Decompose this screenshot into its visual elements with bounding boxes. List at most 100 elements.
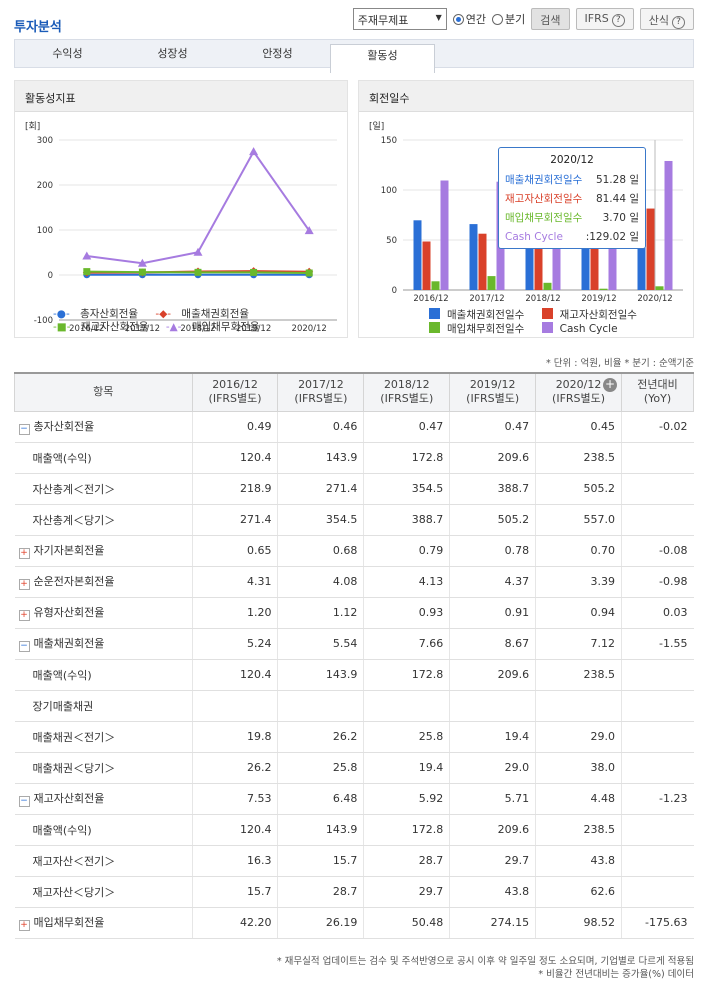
collapse-icon[interactable]: − [18,641,30,652]
row-label-cell[interactable]: − 매출채권회전율 [14,628,193,660]
expand-icon[interactable]: + [18,920,30,931]
row-label-cell[interactable]: + 유형자산회전율 [14,597,193,629]
yoy-cell: 0.03 [620,597,694,629]
value-cell: 557.0 [535,504,622,536]
legend-item[interactable]: 재고자산회전일수 [541,308,644,321]
value-cell [535,690,622,722]
expand-icon[interactable]: + [18,579,30,590]
value-cell: 1.12 [277,597,364,629]
legend-label: 매입채무회전일수 [447,323,525,335]
value-cell: 26.2 [191,752,278,784]
tab-activity[interactable]: 활동성 [330,44,435,73]
tooltip-label: 매입채무회전일수 [505,212,583,224]
legend-marker-triangle: -▲- [165,321,182,333]
radio-annual-dot[interactable] [452,13,464,25]
row-label-cell[interactable]: + 매입채무회전율 [14,907,193,939]
row-label-cell[interactable]: + 자기자본회전율 [14,535,193,567]
value-cell: 43.8 [449,876,536,908]
search-button[interactable]: 검색 [531,8,570,30]
value-cell: 143.9 [277,659,364,691]
radio-annual[interactable]: 연간 [452,11,487,27]
row-label-cell[interactable]: − 재고자산회전율 [14,783,193,815]
row-label: 재고자산회전율 [33,792,105,805]
row-label: 매출액(수익) [32,451,92,465]
row-label: 장기매출채권 [32,699,94,713]
legend-label: 매출채권회전일수 [447,309,525,321]
value-cell: 0.68 [277,535,364,567]
series-line [86,149,311,265]
row-label-cell[interactable]: + 순운전자본회전율 [14,566,193,598]
bar [543,282,552,290]
legend-item[interactable]: 매입채무회전일수 [429,322,531,335]
legend-swatch [429,308,440,319]
tab-stability[interactable]: 안정성 [262,47,293,60]
legend-swatch [541,322,553,333]
radio-quarter[interactable]: 분기 [492,11,525,27]
value-cell: 0.65 [191,535,278,567]
value-cell: 98.52 [535,907,622,939]
legend-item[interactable]: -▲- 매입채무회전율 [166,321,267,333]
bar [478,233,487,290]
x-tick-label: 2019/12 [236,324,271,334]
column-header: 2019/12 (IFRS별도) [449,372,537,412]
legend-item[interactable]: -◆- 매출채권회전율 [155,308,256,320]
legend-item[interactable]: 매출채권회전일수 [429,308,531,321]
value-cell: 354.5 [363,473,450,505]
radio-quarter-dot[interactable] [492,13,504,25]
expand-icon[interactable]: + [18,548,30,559]
analysis-tabs: 수익성 성장성 안정성 활동성 [14,39,694,73]
value-cell: 50.48 [363,907,450,939]
value-cell: 29.0 [449,752,536,784]
legend-item[interactable]: -●- 총자산회전율 [53,308,145,320]
panel-title: 활동성지표 [15,81,347,112]
yoy-cell: -0.98 [620,566,694,598]
y-tick-label: 100 [37,226,53,236]
financial-table: 항목 2016/12 (IFRS별도) 2017/12 (IFRS별도) 2018/1… [14,372,695,939]
legend-item[interactable]: Cash Cycle [541,322,625,335]
legend-label: 재고자산회전일수 [559,309,637,321]
line-legend: -●- 총자산회전율 -◆- 매출채권회전율 -■- 재고자산회전율 -▲- 매… [53,308,343,334]
value-cell: 172.8 [363,442,450,474]
expand-icon[interactable]: + [18,610,30,621]
table-header-row: 항목 2016/12 (IFRS별도) 2017/12 (IFRS별도) 2018/1… [14,372,695,412]
footnote: * 비율간 전년대비는 증가율(%) 데이터 [538,969,694,980]
value-cell: 143.9 [277,442,364,474]
value-cell: 28.7 [277,876,364,908]
table-row: 자산총계＜전기＞ 218.9 271.4 354.5 388.7 505.2 [14,473,694,505]
statement-select[interactable]: 주재무제표 [352,8,447,30]
chart-tooltip: 2020/12 매출채권회전일수 51.28 일 재고자산회전일수 81.44 일 매입… [498,147,646,249]
table-row: 재고자산＜전기＞ 16.3 15.7 28.7 29.7 43.8 [14,845,694,877]
value-cell: 15.7 [191,876,278,908]
tab-growth[interactable]: 성장성 [157,47,188,60]
formula-button[interactable]: 산식? [639,8,694,30]
legend-label: Cash Cycle [559,323,618,335]
yoy-cell [620,690,694,722]
data-point [305,269,313,277]
bar [525,242,534,290]
table-row: 매출액(수익) 120.4 143.9 172.8 209.6 238.5 [14,814,694,846]
row-label-cell[interactable]: − 총자산회전율 [14,411,193,443]
tab-profitability[interactable]: 수익성 [52,47,83,60]
value-cell: 271.4 [191,504,278,536]
legend-swatch [429,322,440,333]
row-label: 매출액(수익) [32,668,92,682]
value-cell: 3.39 [535,566,622,598]
radio-annual-label: 연간 [465,13,487,26]
collapse-icon[interactable]: − [18,796,30,807]
row-label-cell: 매출액(수익) [14,814,193,846]
bar [469,224,478,290]
column-header: 전년대비 (YoY) [620,372,695,412]
turnover-days-panel: 회전일수 [일] 0 50 100 150 2016/12 2017/12 2018/12 2… [358,80,694,338]
table-row: + 자기자본회전율 0.65 0.68 0.79 0.78 0.70 -0.08 [14,535,694,567]
yoy-cell [620,659,694,691]
value-cell: 4.37 [449,566,536,598]
legend-label: 매입채무회전율 [191,321,260,333]
value-cell: 15.7 [277,845,364,877]
y-tick-label: 0 [392,286,397,296]
bar [431,281,440,290]
value-cell [449,690,536,722]
expand-columns-icon[interactable]: + [602,377,617,392]
legend-item[interactable]: -■- 재고자산회전율 [53,321,155,333]
collapse-icon[interactable]: − [18,424,30,435]
ifrs-button[interactable]: IFRS? [575,8,634,30]
